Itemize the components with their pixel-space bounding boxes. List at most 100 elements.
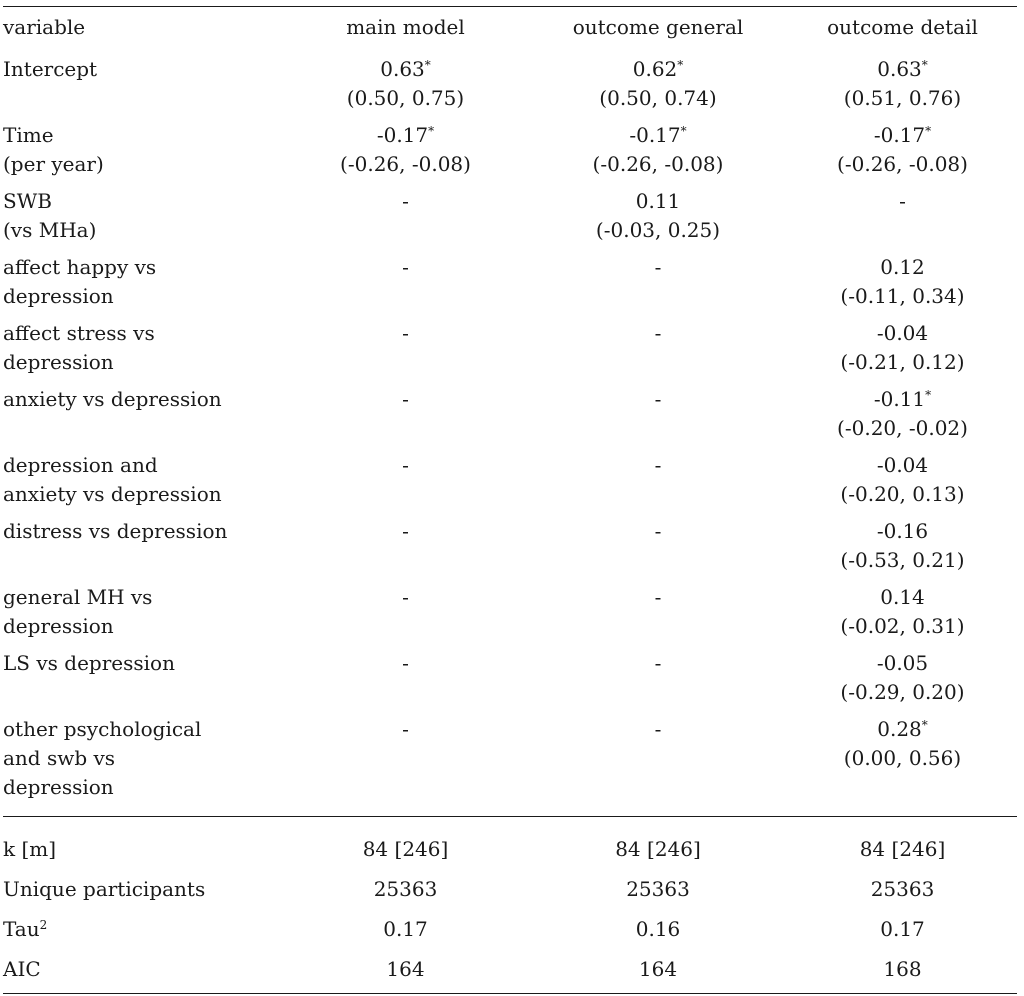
variable-label: (per year) — [3, 152, 104, 176]
variable-label: other psychological — [3, 717, 202, 741]
estimate-value: 0.11 — [635, 189, 681, 213]
stat-label: AIC — [3, 957, 41, 981]
estimate-value: -0.11 — [873, 387, 926, 411]
estimate-line: -0.17* — [528, 121, 788, 150]
confidence-interval: (-0.26, -0.08) — [592, 152, 724, 176]
estimate-line: 0.12 — [788, 253, 1017, 282]
statistic-rows: k [m] 84 [246] 84 [246] 84 [246] Unique part… — [3, 816, 1017, 994]
main-model-stat-cell: 164 — [283, 949, 528, 994]
table-row: other psychological and swb vs depression -… — [3, 707, 1017, 817]
significance-marker: * — [680, 124, 687, 138]
estimate-line: - — [283, 649, 528, 678]
outcome-general-stat-cell: 84 [246] — [528, 816, 788, 869]
table-row: anxiety vs depression - - -0.11* (-0.20, -0.… — [3, 377, 1017, 443]
estimate-value: - — [654, 321, 662, 345]
estimate-line: 0.14 — [788, 583, 1017, 612]
variable-label: depression and — [3, 453, 158, 477]
outcome-general-cell: - — [528, 443, 788, 509]
variable-cell: anxiety vs depression — [3, 377, 283, 443]
estimate-line: - — [528, 385, 788, 414]
main-model-cell: - — [283, 575, 528, 641]
variable-cell: SWB (vs MHa) — [3, 179, 283, 245]
estimate-value: - — [402, 189, 409, 213]
estimate-line: -0.04 — [788, 319, 1017, 348]
outcome-detail-stat-cell: 25363 — [870, 877, 935, 901]
estimate-value: -0.17 — [376, 123, 429, 147]
estimate-value: -0.04 — [876, 321, 929, 345]
outcome-general-cell: 0.62* (0.50, 0.74) — [528, 47, 788, 113]
estimate-line: -0.05 — [788, 649, 1017, 678]
variable-label: Time — [3, 123, 54, 147]
variable-cell: Time (per year) — [3, 113, 283, 179]
estimate-line: - — [283, 517, 528, 546]
variable-cell: Intercept — [3, 47, 283, 113]
variable-label: distress vs depression — [3, 519, 228, 543]
estimate-value: - — [402, 321, 409, 345]
stat-label-superscript: 2 — [39, 918, 48, 932]
main-model-cell: - — [283, 443, 528, 509]
stat-label-cell: k [m] — [3, 816, 283, 869]
estimate-value: - — [402, 717, 409, 741]
estimate-value: - — [654, 585, 662, 609]
main-model-cell: - — [283, 245, 528, 311]
estimate-line: -0.16 — [788, 517, 1017, 546]
estimate-line: 0.62* — [528, 55, 788, 84]
confidence-interval: (0.51, 0.76) — [843, 86, 962, 110]
outcome-detail-stat-cell: 84 [246] — [788, 816, 1017, 869]
estimate-line: -0.11* — [788, 385, 1017, 414]
variable-label: anxiety vs depression — [3, 482, 222, 506]
variable-label: SWB — [3, 189, 52, 213]
main-model-cell: - — [283, 311, 528, 377]
table-row: SWB (vs MHa) - 0.11 (-0.03, 0.25) - — [3, 179, 1017, 245]
table-row: distress vs depression - - -0.16 (-0.53, 0.2… — [3, 509, 1017, 575]
confidence-interval: (-0.29, 0.20) — [840, 680, 965, 704]
variable-label: affect stress vs — [3, 321, 155, 345]
estimate-line: - — [528, 715, 788, 744]
outcome-detail-cell: -0.04 (-0.20, 0.13) — [788, 443, 1017, 509]
estimate-value: - — [402, 387, 409, 411]
estimate-line: - — [283, 253, 528, 282]
outcome-general-cell: - — [528, 311, 788, 377]
estimate-value: -0.05 — [876, 651, 929, 675]
estimate-value: - — [654, 255, 662, 279]
confidence-interval: (-0.20, 0.13) — [840, 482, 965, 506]
header-outcome-detail: outcome detail — [788, 6, 1017, 47]
main-model-stat-cell: 0.17 — [383, 917, 428, 941]
variable-cell: affect stress vs depression — [3, 311, 283, 377]
outcome-general-cell: - — [528, 575, 788, 641]
estimate-value: - — [402, 255, 409, 279]
estimate-value: - — [402, 585, 409, 609]
estimate-line: -0.17* — [788, 121, 1017, 150]
estimate-line: 0.28* — [788, 715, 1017, 744]
estimate-value: - — [402, 453, 409, 477]
estimate-line: - — [283, 451, 528, 480]
main-model-cell: 0.63* (0.50, 0.75) — [283, 47, 528, 113]
estimate-line: - — [788, 187, 1017, 216]
confidence-interval: (0.00, 0.56) — [843, 746, 962, 770]
outcome-detail-cell: 0.63* (0.51, 0.76) — [788, 47, 1017, 113]
table-row: depression and anxiety vs depression - - -0.… — [3, 443, 1017, 509]
estimate-line: - — [283, 583, 528, 612]
main-model-stat-cell: 25363 — [373, 877, 438, 901]
outcome-general-cell: - — [528, 707, 788, 817]
variable-label: depression — [3, 775, 114, 799]
estimate-value: -0.17 — [873, 123, 926, 147]
confidence-interval: (-0.21, 0.12) — [840, 350, 965, 374]
header-outcome-general: outcome general — [528, 6, 788, 47]
estimate-line: -0.04 — [788, 451, 1017, 480]
variable-label: depression — [3, 350, 114, 374]
estimate-line: - — [528, 649, 788, 678]
main-model-stat-cell: 84 [246] — [283, 816, 528, 869]
estimate-line: 0.63* — [283, 55, 528, 84]
outcome-detail-stat-cell: 0.17 — [880, 917, 925, 941]
stat-label-cell: Unique participants — [3, 869, 283, 909]
estimate-value: 0.63 — [380, 57, 425, 81]
estimate-line: - — [283, 715, 528, 744]
variable-cell: general MH vs depression — [3, 575, 283, 641]
header-row: variable main model outcome general outc… — [3, 6, 1017, 47]
estimate-line: - — [528, 319, 788, 348]
outcome-general-cell: 0.11 (-0.03, 0.25) — [528, 179, 788, 245]
estimate-line: - — [283, 319, 528, 348]
stat-label-cell: AIC — [3, 949, 283, 994]
